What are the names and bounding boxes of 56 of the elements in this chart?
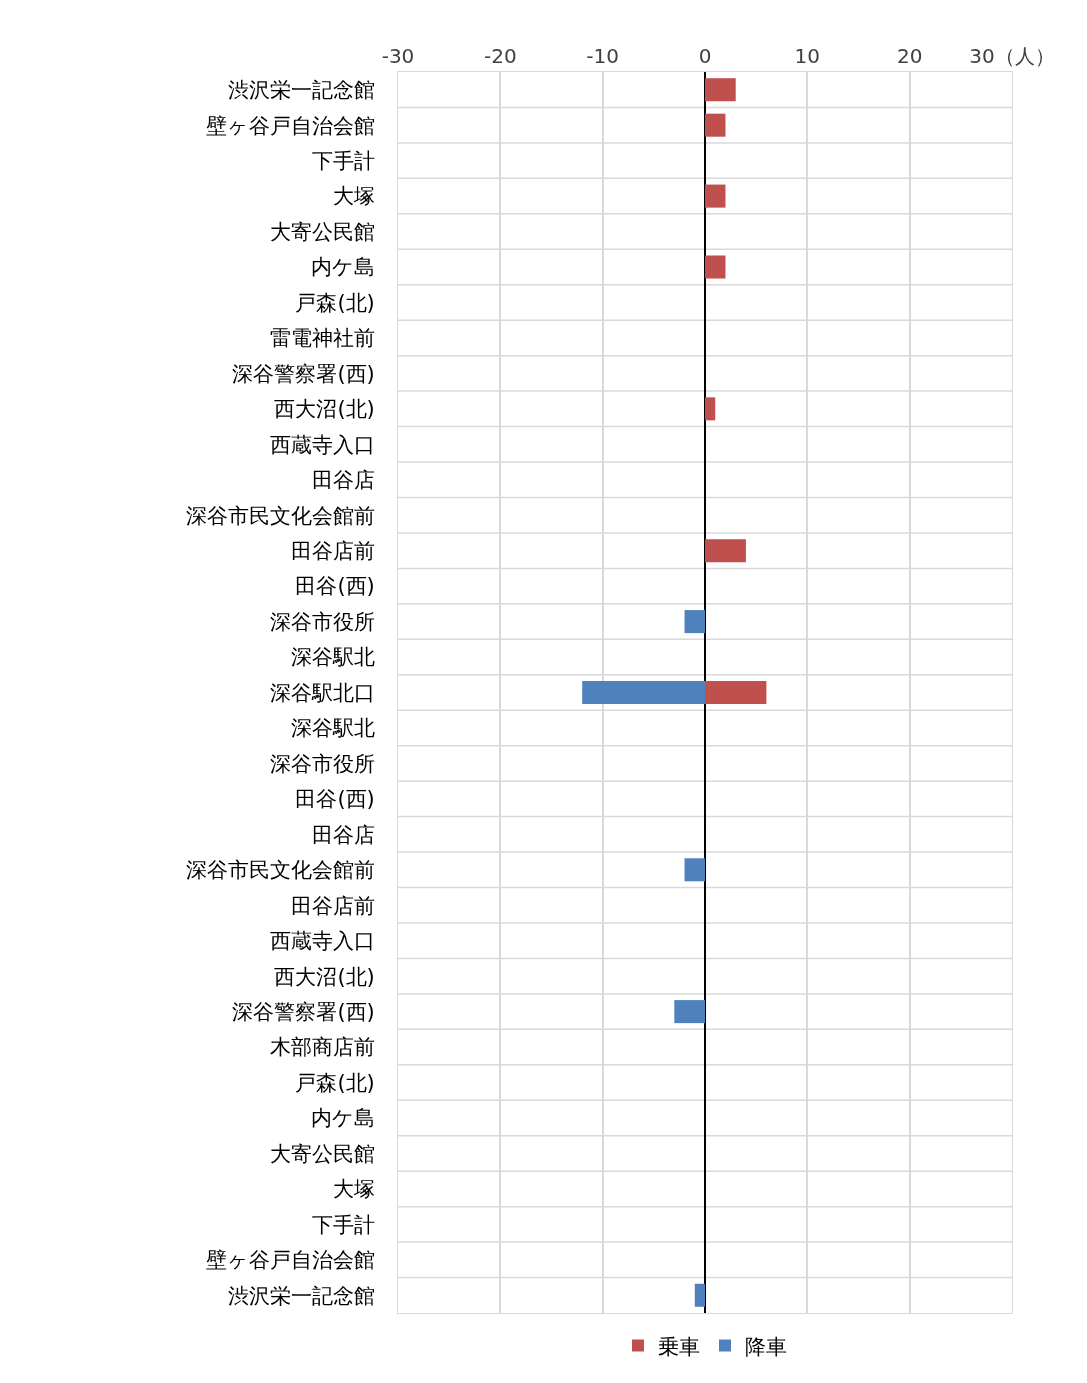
bar bbox=[705, 113, 726, 137]
bar bbox=[674, 1000, 705, 1024]
y-tick-label: 西大沼(北) bbox=[274, 964, 375, 989]
y-tick-label: 戸森(北) bbox=[295, 290, 375, 315]
bar bbox=[705, 78, 736, 102]
bar bbox=[705, 539, 746, 563]
bar bbox=[684, 858, 705, 882]
x-tick-label: 30（人） bbox=[969, 44, 1055, 68]
x-tick-label: -10 bbox=[586, 44, 620, 68]
bar bbox=[582, 680, 705, 705]
x-tick-label: 0 bbox=[698, 44, 712, 68]
bar bbox=[705, 680, 767, 705]
bar bbox=[684, 610, 705, 634]
y-tick-label: 下手計 bbox=[311, 148, 375, 173]
legend-label: 乗車 bbox=[658, 1334, 700, 1359]
y-tick-label: 田谷(西) bbox=[295, 787, 375, 812]
y-tick-label: 深谷警察署(西) bbox=[232, 361, 375, 386]
y-tick-label: 大寄公民館 bbox=[269, 1141, 375, 1166]
y-tick-label: 西大沼(北) bbox=[274, 397, 375, 422]
x-tick-label: 20 bbox=[896, 44, 923, 68]
y-tick-label: 内ケ島 bbox=[310, 1106, 375, 1131]
y-tick-label: 田谷店 bbox=[311, 468, 375, 493]
y-tick-label: 深谷市民文化会館前 bbox=[185, 858, 375, 883]
y-tick-label: 壁ヶ谷戸自治会館 bbox=[205, 1248, 375, 1273]
y-tick-label: 雷電神社前 bbox=[269, 326, 375, 351]
y-tick-label: 渋沢栄一記念館 bbox=[227, 1283, 375, 1308]
y-tick-label: 田谷店 bbox=[311, 822, 375, 847]
y-tick-label: 深谷市民文化会館前 bbox=[185, 503, 375, 528]
legend-label: 降車 bbox=[745, 1334, 787, 1359]
y-tick-label: 木部商店前 bbox=[269, 1035, 375, 1060]
y-tick-label: 田谷店前 bbox=[290, 539, 375, 564]
y-tick-label: 渋沢栄一記念館 bbox=[227, 78, 375, 103]
y-tick-label: 深谷駅北 bbox=[290, 645, 375, 670]
y-tick-label: 深谷市役所 bbox=[269, 751, 375, 776]
y-tick-label: 深谷駅北 bbox=[290, 716, 375, 741]
y-tick-label: 壁ヶ谷戸自治会館 bbox=[205, 113, 375, 138]
bar bbox=[694, 1283, 705, 1307]
bar bbox=[705, 255, 726, 279]
y-tick-label: 内ケ島 bbox=[310, 255, 375, 280]
y-tick-label: 深谷駅北口 bbox=[269, 680, 375, 705]
y-tick-label: 田谷店前 bbox=[290, 893, 375, 918]
bar bbox=[705, 184, 726, 208]
x-tick-label: -30 bbox=[381, 44, 415, 68]
x-tick-label: 10 bbox=[794, 44, 821, 68]
y-tick-label: 大塚 bbox=[332, 184, 375, 209]
y-tick-label: 戸森(北) bbox=[295, 1070, 375, 1095]
bar bbox=[705, 397, 716, 421]
y-tick-label: 深谷市役所 bbox=[269, 609, 375, 634]
y-tick-label: 大寄公民館 bbox=[269, 219, 375, 244]
x-tick-label: -20 bbox=[483, 44, 517, 68]
y-tick-label: 下手計 bbox=[311, 1212, 375, 1237]
y-tick-label: 大塚 bbox=[332, 1177, 375, 1202]
y-tick-label: 西蔵寺入口 bbox=[269, 929, 375, 954]
y-tick-label: 深谷警察署(西) bbox=[232, 999, 375, 1024]
y-tick-label: 西蔵寺入口 bbox=[269, 432, 375, 457]
y-tick-label: 田谷(西) bbox=[295, 574, 375, 599]
